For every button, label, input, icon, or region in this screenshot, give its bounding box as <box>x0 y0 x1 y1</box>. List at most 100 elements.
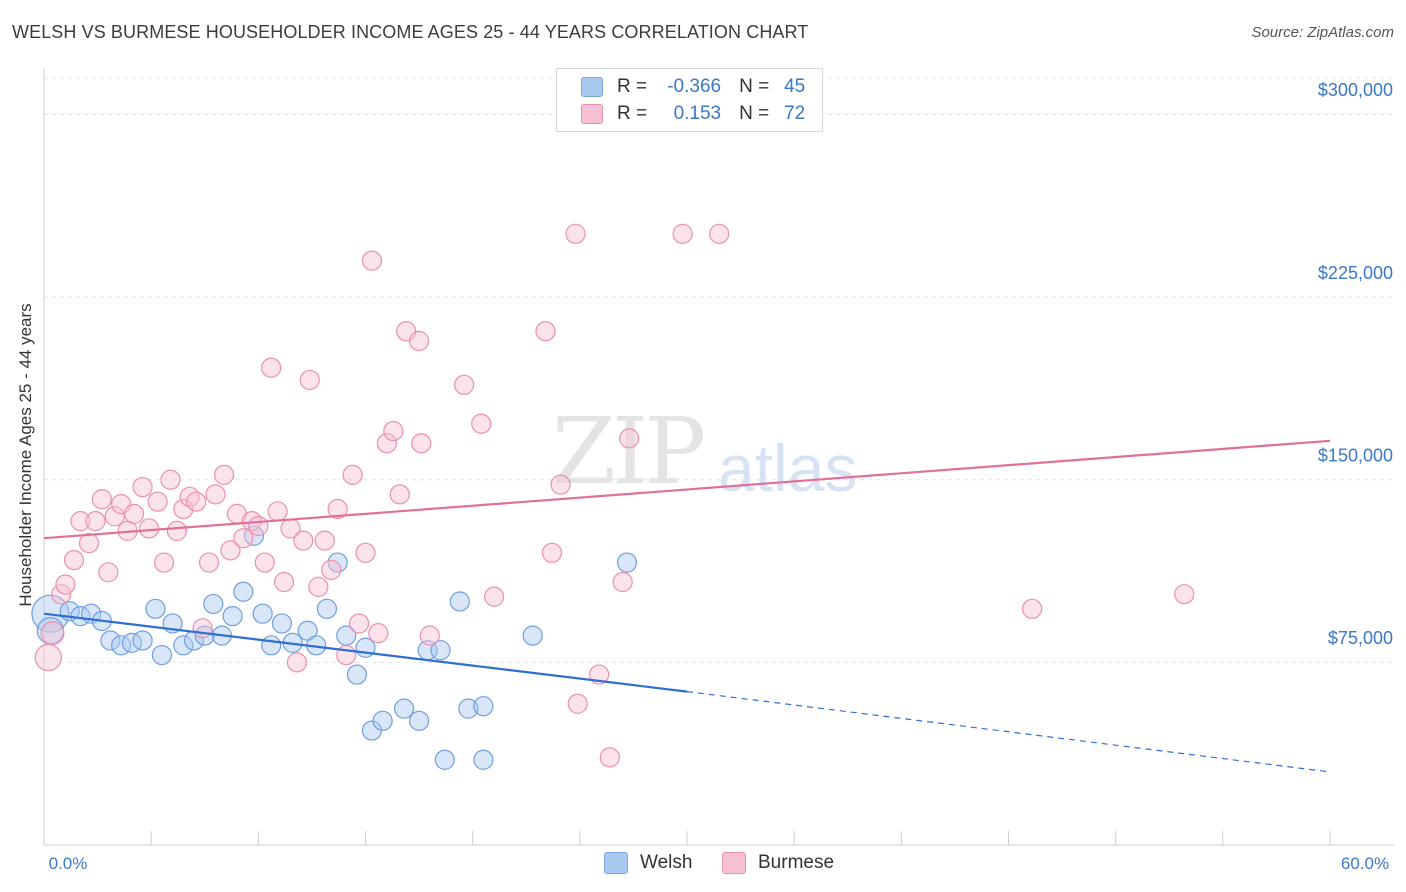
watermark-atlas: atlas <box>718 431 858 505</box>
burmese-point <box>123 503 145 524</box>
burmese-swatch <box>581 104 603 124</box>
legend-row-burmese: R = 0.153 N = 72 <box>581 102 805 126</box>
burmese-point <box>198 552 220 573</box>
burmese-point <box>40 621 65 646</box>
r-value: 0.153 <box>673 103 722 124</box>
burmese-point <box>192 618 213 639</box>
burmese-point <box>70 511 91 532</box>
y-tick-label: $75,000 <box>1328 628 1393 648</box>
burmese-point <box>355 542 376 563</box>
series-legend: Welsh Burmese <box>0 852 1406 878</box>
legend-item-welsh[interactable]: Welsh <box>604 852 692 874</box>
burmese-point <box>453 374 475 395</box>
burmese-point <box>299 369 320 391</box>
welsh-point <box>203 593 224 615</box>
burmese-point <box>213 464 235 485</box>
burmese-point <box>471 413 492 434</box>
welsh-point <box>271 613 293 634</box>
burmese-point <box>220 540 241 561</box>
chart-title: WELSH VS BURMESE HOUSEHOLDER INCOME AGES… <box>12 22 809 42</box>
x-tick-label-max: 60.0% <box>1341 854 1389 873</box>
legend-row-welsh: R = -0.366 N = 45 <box>581 75 805 99</box>
burmese-point <box>78 532 100 554</box>
burmese-point <box>327 498 348 520</box>
welsh-point <box>151 644 172 666</box>
welsh-point <box>100 630 121 651</box>
welsh-point <box>252 603 273 624</box>
n-value: 72 <box>784 103 806 124</box>
burmese-point <box>565 223 586 244</box>
burmese-point <box>308 576 329 597</box>
burmese-point <box>153 552 175 573</box>
source-label: Source: ZipAtlas.com <box>1251 24 1394 41</box>
burmese-point <box>138 518 160 539</box>
welsh-swatch <box>581 77 603 97</box>
welsh-point <box>346 664 368 685</box>
burmese-point <box>599 747 620 768</box>
burmese-point <box>98 562 119 583</box>
x-tick-label-min: 0.0% <box>49 854 88 873</box>
welsh-point <box>132 630 153 651</box>
welsh-point <box>473 749 494 770</box>
burmese-trend-line <box>43 439 1331 540</box>
welsh-point <box>522 625 543 646</box>
burmese-point <box>383 420 404 442</box>
burmese-point <box>1174 584 1195 605</box>
y-tick-label: $225,000 <box>1318 263 1393 283</box>
burmese-point <box>550 474 571 495</box>
burmese-point <box>63 550 85 571</box>
burmese-point <box>361 250 383 271</box>
burmese-point <box>314 530 335 551</box>
burmese-point <box>535 321 556 342</box>
welsh-point <box>449 591 470 612</box>
burmese-point <box>132 476 153 498</box>
welsh-point <box>222 606 243 627</box>
welsh-swatch <box>604 852 628 874</box>
welsh-point <box>430 640 451 661</box>
burmese-point <box>348 613 370 634</box>
burmese-point <box>389 484 410 505</box>
burmese-point <box>567 693 588 714</box>
y-tick-label: $150,000 <box>1318 445 1393 465</box>
burmese-point <box>261 357 282 378</box>
correlation-legend: R = -0.366 N = 45 R = 0.153 N = 72 <box>556 68 823 132</box>
burmese-point <box>408 330 430 352</box>
burmese-point <box>248 515 269 537</box>
burmese-swatch <box>722 852 746 874</box>
welsh-trend-extension <box>686 691 1331 773</box>
burmese-point <box>91 489 112 510</box>
burmese-point <box>267 501 288 522</box>
burmese-point <box>55 574 76 595</box>
burmese-point <box>51 584 72 605</box>
burmese-point <box>368 623 389 644</box>
welsh-point <box>194 625 215 646</box>
burmese-point <box>173 498 194 520</box>
burmese-point <box>233 528 254 549</box>
burmese-point <box>1021 598 1043 619</box>
burmese-point <box>273 571 295 593</box>
welsh-point <box>434 749 455 770</box>
welsh-point <box>408 710 430 731</box>
burmese-point <box>147 491 168 512</box>
legend-label-burmese: Burmese <box>758 852 835 873</box>
burmese-point <box>419 625 440 646</box>
welsh-point <box>173 635 194 656</box>
welsh-point <box>458 698 479 719</box>
burmese-point <box>254 552 275 573</box>
welsh-point <box>372 710 393 731</box>
legend-item-burmese[interactable]: Burmese <box>722 852 834 874</box>
r-label: R = <box>617 76 648 97</box>
welsh-point <box>616 552 638 573</box>
n-label: N = <box>739 103 770 124</box>
burmese-point <box>342 464 363 485</box>
burmese-point <box>286 652 308 673</box>
burmese-point <box>619 428 640 449</box>
y-tick-label: $300,000 <box>1318 80 1393 100</box>
welsh-point <box>473 696 494 717</box>
watermark-zip: ZIP <box>552 398 706 505</box>
welsh-point <box>393 698 415 719</box>
burmese-point <box>186 491 207 512</box>
burmese-point <box>612 571 633 593</box>
burmese-point <box>672 223 693 244</box>
burmese-point <box>484 586 505 607</box>
